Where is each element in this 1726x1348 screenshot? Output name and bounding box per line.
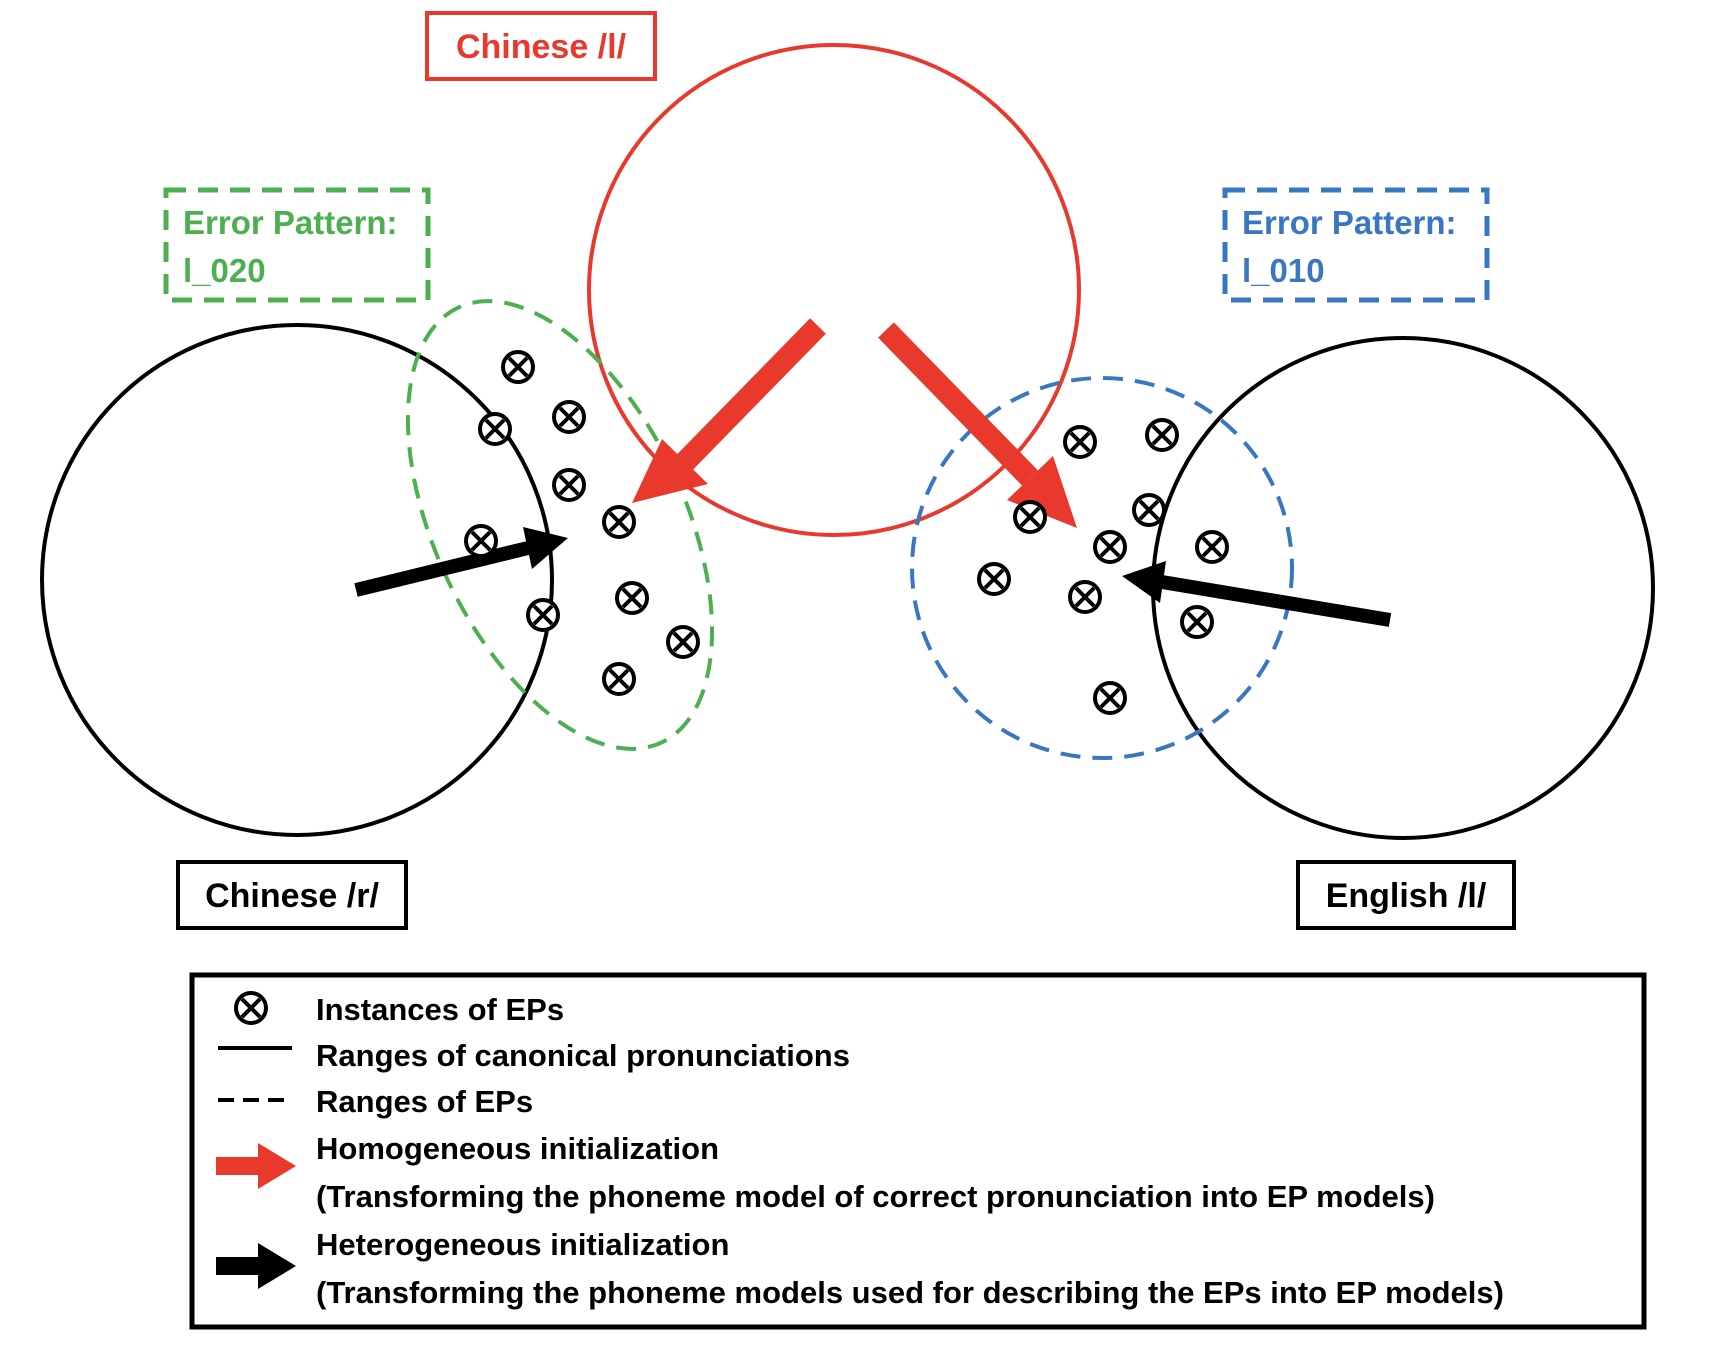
ep-instance-marker bbox=[602, 662, 636, 696]
ep-instance-marker bbox=[666, 625, 700, 659]
ep-instance-marker bbox=[1068, 580, 1102, 614]
ep-instance-marker bbox=[478, 412, 512, 446]
ep-instance-marker bbox=[602, 505, 636, 539]
ep-l010-range bbox=[910, 376, 1294, 760]
heterogeneous-arrow-right bbox=[1122, 561, 1392, 627]
svg-text:Chinese /l/: Chinese /l/ bbox=[456, 28, 627, 66]
chinese-l-label: Chinese /l/ bbox=[425, 11, 657, 81]
ep-instance-marker bbox=[1063, 425, 1097, 459]
legend-instance-icon bbox=[234, 991, 268, 1025]
heterogeneous-arrow-left bbox=[354, 527, 568, 597]
svg-text:l_010: l_010 bbox=[1242, 252, 1325, 289]
ep-instance-marker bbox=[1145, 418, 1179, 452]
legend-instances-text: Instances of EPs bbox=[316, 992, 564, 1027]
english-l-label: English /l/ bbox=[1296, 860, 1516, 930]
legend-red-arrow-icon bbox=[216, 1143, 296, 1189]
ep-instance-marker bbox=[501, 350, 535, 384]
svg-text:Error Pattern:: Error Pattern: bbox=[183, 204, 398, 241]
svg-text:l_020: l_020 bbox=[183, 252, 266, 289]
homogeneous-arrow-right bbox=[878, 322, 1077, 528]
svg-text:Chinese /r/: Chinese /r/ bbox=[205, 877, 379, 915]
ep-l020-label: Error Pattern: l_020 bbox=[163, 187, 431, 303]
legend-homogeneous-title: Homogeneous initialization bbox=[316, 1131, 719, 1166]
chinese-l-range-circle bbox=[587, 43, 1081, 537]
ep-l010-label: Error Pattern: l_010 bbox=[1222, 187, 1490, 303]
chinese-r-label: Chinese /r/ bbox=[176, 860, 408, 930]
ep-instance-marker bbox=[1195, 530, 1229, 564]
legend-canonical-text: Ranges of canonical pronunciations bbox=[316, 1038, 850, 1073]
ep-instance-marker bbox=[552, 400, 586, 434]
ep-instance-marker bbox=[1093, 530, 1127, 564]
ep-instance-marker bbox=[615, 581, 649, 615]
legend-homogeneous-desc: (Transforming the phoneme model of corre… bbox=[316, 1179, 1435, 1214]
svg-text:English /l/: English /l/ bbox=[1326, 877, 1487, 915]
ep-instance-marker bbox=[552, 468, 586, 502]
homogeneous-arrow-left bbox=[632, 318, 826, 503]
ep-instance-marker bbox=[464, 524, 498, 558]
legend-heterogeneous-title: Heterogeneous initialization bbox=[316, 1227, 729, 1262]
ep-l020-range bbox=[405, 299, 715, 751]
ep-instance-marker bbox=[977, 562, 1011, 596]
legend-eps-text: Ranges of EPs bbox=[316, 1084, 533, 1119]
legend: Instances of EPs Ranges of canonical pro… bbox=[189, 972, 1647, 1330]
ep-instance-marker bbox=[1093, 681, 1127, 715]
ep-instance-marker bbox=[1132, 493, 1166, 527]
legend-black-arrow-icon bbox=[216, 1243, 296, 1289]
chinese-r-range-circle bbox=[40, 323, 554, 837]
ep-instance-marker bbox=[1180, 605, 1214, 639]
ep-instance-marker bbox=[1013, 500, 1047, 534]
svg-text:Error Pattern:: Error Pattern: bbox=[1242, 204, 1457, 241]
legend-heterogeneous-desc: (Transforming the phoneme models used fo… bbox=[316, 1275, 1504, 1310]
ep-instance-marker bbox=[526, 598, 560, 632]
